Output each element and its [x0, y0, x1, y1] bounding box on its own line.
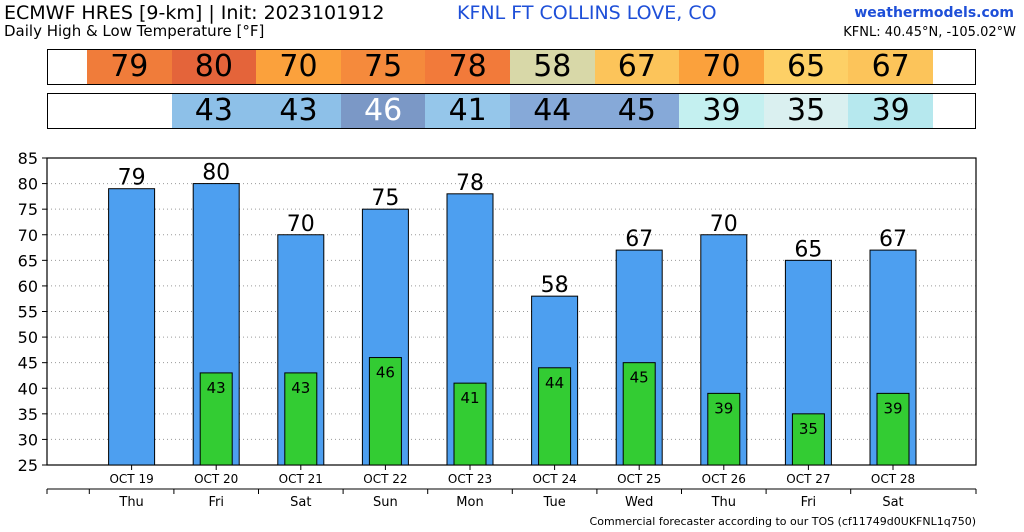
high-temp-cell-8: 65 — [763, 50, 849, 84]
x-weekday-label: Wed — [625, 495, 653, 510]
low-temp-bar — [707, 392, 741, 466]
low-temp-cell-2: 43 — [256, 94, 341, 128]
high-temp-label: 65 — [794, 237, 822, 262]
x-weekday-label: Sat — [882, 495, 903, 510]
high-temp-cell-9: 67 — [848, 50, 933, 84]
x-date-label: OCT 20 — [194, 472, 238, 486]
low-temp-cell-3: 46 — [340, 94, 426, 128]
x-weekday-label: Thu — [711, 495, 736, 510]
low-temp-cell-9: 39 — [848, 94, 933, 128]
low-temp-bar — [791, 413, 825, 466]
high-temp-label: 70 — [710, 212, 738, 237]
x-weekday-label: Thu — [118, 495, 143, 510]
brand-link[interactable]: weathermodels.com — [854, 5, 1014, 21]
x-date-label: OCT 22 — [363, 472, 407, 486]
y-tick-label: 70 — [18, 226, 38, 245]
high-temp-cell-1: 80 — [171, 50, 257, 84]
x-date-label: OCT 26 — [702, 472, 746, 486]
x-weekday-label: Sun — [373, 495, 398, 510]
low-temperature-strip: 43 43 46 41 44 45 39 35 39 — [47, 93, 976, 129]
low-temp-cell-5: 44 — [510, 94, 595, 128]
y-tick-label: 85 — [18, 149, 38, 168]
y-tick-label: 50 — [18, 328, 38, 347]
plot-frame — [46, 157, 977, 466]
low-temp-label: 39 — [714, 399, 733, 417]
high-temp-label: 78 — [456, 171, 484, 196]
x-weekday-label: Tue — [542, 495, 565, 510]
high-temp-cell-3: 75 — [340, 50, 426, 84]
low-temp-label: 45 — [630, 369, 649, 387]
high-temp-cell-5: 58 — [510, 50, 595, 84]
high-temp-bar — [108, 188, 156, 466]
footer-tos-note: Commercial forecaster according to our T… — [589, 515, 976, 528]
low-temp-cell-1: 43 — [171, 94, 257, 128]
high-temp-label: 79 — [118, 166, 146, 191]
y-tick-label: 40 — [18, 379, 38, 398]
low-temp-label: 43 — [291, 379, 310, 397]
y-tick-label: 60 — [18, 277, 38, 296]
x-date-label: OCT 21 — [279, 472, 323, 486]
x-weekday-label: Sat — [290, 495, 311, 510]
y-tick-label: 25 — [18, 456, 38, 475]
x-date-label: OCT 19 — [109, 472, 153, 486]
y-tick-label: 45 — [18, 354, 38, 373]
high-temp-label: 80 — [202, 161, 230, 186]
x-date-label: OCT 25 — [617, 472, 661, 486]
low-temp-bar — [876, 392, 910, 466]
x-date-label: OCT 28 — [871, 472, 915, 486]
y-tick-label: 65 — [18, 251, 38, 270]
high-temp-cell-0: 79 — [87, 50, 172, 84]
low-temp-label: 41 — [460, 389, 479, 407]
low-temp-cell-7: 39 — [679, 94, 764, 128]
x-weekday-label: Fri — [801, 495, 817, 510]
y-tick-label: 35 — [18, 405, 38, 424]
x-date-label: OCT 23 — [448, 472, 492, 486]
high-temp-cell-6: 67 — [594, 50, 680, 84]
station-coordinates: KFNL: 40.45°N, -105.02°W — [843, 25, 1016, 40]
model-title: ECMWF HRES [9-km] | Init: 2023101912 — [4, 2, 385, 24]
high-temp-label: 67 — [879, 227, 907, 252]
low-temp-label: 44 — [545, 374, 564, 392]
low-temp-label: 43 — [207, 379, 226, 397]
x-date-label: OCT 24 — [532, 472, 576, 486]
high-temp-cell-7: 70 — [679, 50, 764, 84]
y-tick-label: 55 — [18, 303, 38, 322]
high-temp-label: 67 — [625, 227, 653, 252]
x-date-label: OCT 27 — [786, 472, 830, 486]
high-temp-cell-2: 70 — [256, 50, 341, 84]
low-temp-label: 39 — [883, 399, 902, 417]
high-temp-label: 75 — [371, 186, 399, 211]
low-temp-cell-6: 45 — [594, 94, 680, 128]
y-tick-label: 80 — [18, 175, 38, 194]
high-temp-cell-4: 78 — [425, 50, 510, 84]
chart-subtitle: Daily High & Low Temperature [°F] — [4, 22, 265, 40]
y-tick-label: 30 — [18, 430, 38, 449]
low-temp-label: 46 — [376, 364, 395, 382]
low-temp-bar — [538, 367, 572, 466]
high-temp-label: 58 — [541, 273, 569, 298]
low-temp-cell-8: 35 — [763, 94, 849, 128]
high-temperature-strip: 79 80 70 75 78 58 67 70 65 67 — [47, 49, 976, 85]
station-title: KFNL FT COLLINS LOVE, CO — [457, 2, 717, 24]
y-tick-label: 75 — [18, 200, 38, 219]
high-temp-label: 70 — [287, 212, 315, 237]
low-temp-cell-4: 41 — [425, 94, 510, 128]
low-temp-label: 35 — [799, 420, 818, 438]
low-temp-bar — [622, 362, 656, 466]
x-weekday-label: Fri — [208, 495, 224, 510]
x-weekday-label: Mon — [456, 495, 483, 510]
